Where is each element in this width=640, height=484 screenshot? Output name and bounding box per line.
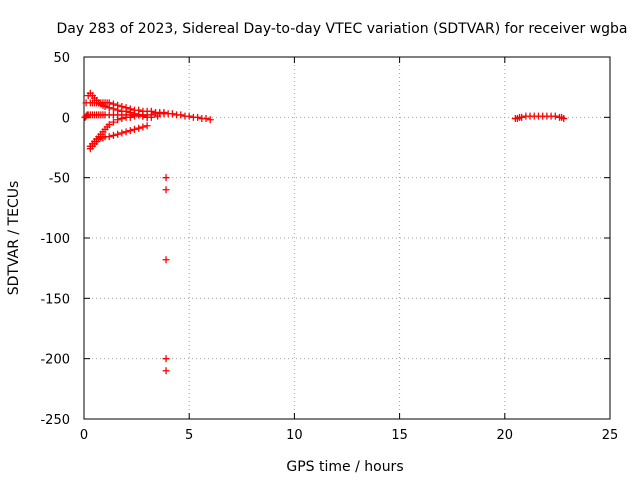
- plot-frame: [83, 56, 611, 420]
- x-tick-label: 10: [286, 428, 303, 443]
- data-point: [101, 102, 109, 110]
- data-point: [139, 123, 147, 131]
- x-tick-label: 5: [185, 428, 193, 443]
- x-tick-label: 15: [391, 428, 408, 443]
- data-points: [81, 89, 568, 375]
- data-point: [185, 112, 193, 120]
- y-tick-label: -200: [40, 353, 70, 368]
- axis-ticks: [83, 56, 611, 420]
- data-point: [135, 124, 143, 132]
- data-point: [130, 112, 138, 120]
- data-point: [147, 107, 155, 115]
- data-point: [105, 104, 113, 112]
- data-point: [143, 122, 151, 130]
- data-point: [160, 109, 168, 117]
- y-tick-label: -150: [40, 292, 70, 307]
- data-point: [162, 367, 170, 375]
- data-point: [560, 115, 568, 123]
- data-point: [168, 110, 176, 118]
- data-point: [105, 133, 113, 141]
- x-tick-labels: 0 5 10 15 20 25: [80, 428, 618, 443]
- y-axis-label: SDTVAR / TECUs: [6, 181, 22, 296]
- data-point: [551, 112, 559, 120]
- data-point: [82, 99, 90, 107]
- x-axis-label: GPS time / hours: [286, 459, 403, 475]
- data-point: [122, 128, 130, 136]
- y-tick-label: -250: [40, 413, 70, 428]
- data-point: [206, 116, 214, 124]
- y-tick-labels: -250 -200 -150 -100 -50 0 50: [40, 51, 70, 428]
- data-point: [518, 113, 526, 121]
- data-point: [202, 115, 210, 123]
- x-tick-label: 20: [497, 428, 514, 443]
- data-point: [105, 121, 113, 129]
- data-point: [135, 111, 143, 119]
- data-point: [139, 112, 147, 120]
- y-tick-label: 50: [53, 51, 70, 66]
- data-point: [194, 113, 202, 121]
- y-tick-label: 0: [62, 111, 70, 126]
- data-point: [162, 174, 170, 182]
- data-point: [114, 106, 122, 114]
- y-tick-label: -50: [49, 172, 70, 187]
- data-point: [118, 115, 126, 123]
- data-point: [122, 107, 130, 115]
- y-tick-label: -100: [40, 232, 70, 247]
- data-point: [114, 116, 122, 124]
- grid: [84, 57, 610, 419]
- data-point: [126, 113, 134, 121]
- data-point: [177, 111, 185, 119]
- data-point: [162, 186, 170, 194]
- data-point: [154, 112, 162, 120]
- data-point: [143, 113, 151, 121]
- x-tick-label: 0: [80, 428, 88, 443]
- data-point: [162, 355, 170, 363]
- data-point: [109, 118, 117, 126]
- data-point: [126, 127, 134, 135]
- chart-title: Day 283 of 2023, Sidereal Day-to-day VTE…: [56, 21, 627, 37]
- data-point: [130, 125, 138, 133]
- data-point: [118, 129, 126, 137]
- x-tick-label: 25: [602, 428, 619, 443]
- data-point: [162, 256, 170, 264]
- data-point: [114, 130, 122, 138]
- data-point: [109, 131, 117, 139]
- data-point: [109, 105, 117, 113]
